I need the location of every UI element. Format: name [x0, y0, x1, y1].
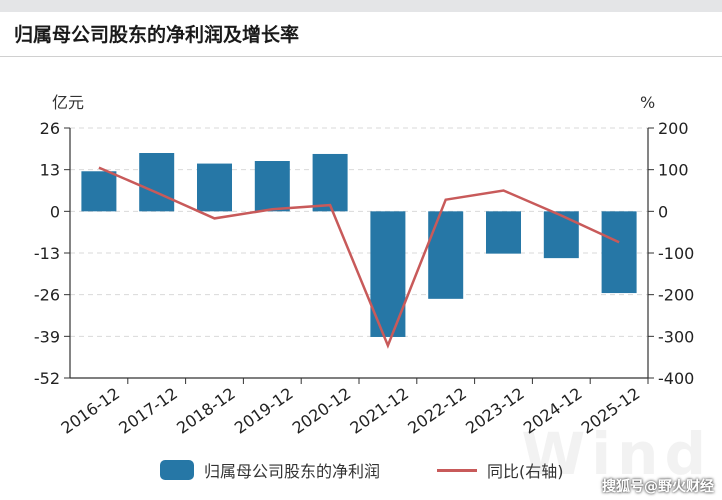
- bar-2017-12: [139, 153, 175, 212]
- bar-2019-12: [254, 161, 290, 212]
- top-band: [0, 0, 722, 12]
- x-tick-label: 2018-12: [173, 384, 239, 438]
- bars: [81, 153, 637, 337]
- bar-2018-12: [197, 163, 232, 212]
- right-axis-label: %: [640, 93, 655, 112]
- left-tick-label: -13: [34, 244, 60, 263]
- x-tick-label: 2020-12: [289, 384, 355, 438]
- right-tick-label: -400: [658, 369, 694, 388]
- x-tick-label: 2021-12: [347, 384, 413, 438]
- bar-2023-12: [486, 211, 521, 254]
- chart-area: 26 13 0 -13 -26 -39 -52 200 100 0 -100 -200 -300 -40…: [34, 93, 694, 438]
- left-tick-label: 13: [40, 161, 60, 180]
- legend-label-yoy: 同比(右轴): [487, 462, 564, 481]
- legend-label-profit: 归属母公司股东的净利润: [204, 462, 381, 481]
- watermark: Wind: [521, 420, 712, 488]
- left-axis-label: 亿元: [52, 93, 84, 112]
- legend-item-yoy: 同比(右轴): [437, 458, 564, 482]
- title-divider: [0, 56, 722, 57]
- chart-title: 归属母公司股东的净利润及增长率: [14, 24, 300, 46]
- left-tick-label: 26: [40, 119, 60, 138]
- x-tick-label: 2017-12: [115, 384, 181, 438]
- right-tick-label: 200: [658, 119, 689, 138]
- bar-2025-12: [601, 211, 637, 294]
- right-axis-ticks: 200 100 0 -100 -200 -300 -400: [648, 119, 694, 388]
- right-tick-label: -200: [658, 286, 694, 305]
- bar-2022-12: [428, 211, 464, 299]
- bar-2024-12: [543, 211, 579, 259]
- left-tick-label: 0: [50, 202, 60, 221]
- x-tick-label: 2023-12: [462, 384, 528, 438]
- legend-item-profit: 归属母公司股东的净利润: [160, 458, 380, 482]
- bar-2016-12: [81, 171, 117, 212]
- legend: 归属母公司股东的净利润 同比(右轴): [0, 458, 722, 488]
- left-tick-label: -52: [34, 369, 60, 388]
- x-tick-label: 2016-12: [58, 384, 124, 438]
- right-tick-label: -100: [658, 244, 694, 263]
- right-tick-label: -300: [658, 327, 694, 346]
- left-tick-label: -26: [34, 286, 60, 305]
- legend-line-swatch: [437, 468, 477, 472]
- x-tick-label: 2019-12: [231, 384, 297, 438]
- bar-2020-12: [312, 153, 348, 212]
- source-label: 搜狐号@野火财经: [602, 479, 714, 495]
- legend-bar-swatch: [160, 460, 194, 480]
- right-tick-label: 0: [658, 202, 668, 221]
- x-tick-label: 2022-12: [404, 384, 470, 438]
- left-tick-label: -39: [34, 327, 60, 346]
- right-tick-label: 100: [658, 161, 689, 180]
- yoy-series-line: [98, 166, 620, 349]
- left-axis-ticks: 26 13 0 -13 -26 -39 -52: [34, 119, 70, 388]
